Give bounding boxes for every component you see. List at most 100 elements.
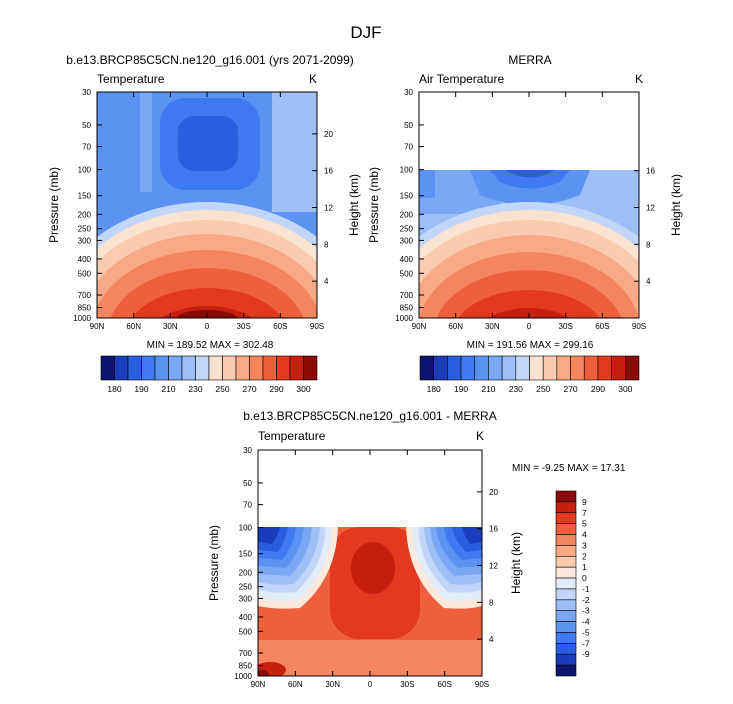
colorbar-label: 180 (107, 384, 121, 394)
colorbar-label: 250 (215, 384, 229, 394)
y-tick-label: 1000 (234, 672, 252, 681)
y-tick-label: 30 (82, 88, 91, 97)
y2-tick-label: 4 (324, 277, 329, 286)
y-tick-label: 150 (78, 192, 92, 201)
colorbar-label: 290 (269, 384, 283, 394)
x-tick-label: 90S (310, 322, 324, 331)
y-tick-label: 250 (78, 225, 92, 234)
x-tick-label: 60S (438, 680, 452, 689)
colorbar-box (235, 355, 250, 381)
x-tick-label: 0 (527, 322, 532, 331)
y-axis-label: Pressure (mb) (207, 525, 221, 601)
colorbar-label: -7 (582, 638, 590, 648)
y-tick-label: 100 (78, 166, 92, 175)
panel-title: MERRA (508, 53, 551, 67)
x-tick-label: 90N (251, 680, 266, 689)
x-tick-label: 30S (237, 322, 251, 331)
panel-difference: b.e13.BRCP85C5CN.ne120_g16.001 - MERRA T… (207, 409, 626, 689)
contour-field (258, 450, 482, 676)
panel-title: b.e13.BRCP85C5CN.ne120_g16.001 - MERRA (243, 409, 496, 423)
y2-tick-label: 16 (489, 525, 498, 534)
colorbar-box (555, 577, 577, 590)
colorbar-box (154, 355, 169, 381)
colorbar-label: 250 (536, 384, 550, 394)
y-tick-label: 850 (239, 662, 253, 671)
colorbar-box (195, 355, 210, 381)
colorbar-label: 230 (188, 384, 202, 394)
y-tick-label: 70 (243, 501, 252, 510)
contour-field (97, 92, 317, 318)
colorbar-box (222, 355, 237, 381)
colorbar-label: -3 (582, 606, 590, 616)
colorbar-box (555, 545, 577, 557)
y-tick-label: 70 (82, 143, 91, 152)
colorbar-box (556, 355, 571, 381)
page-title: DJF (350, 23, 381, 42)
colorbar-box (208, 355, 223, 381)
y-tick-label: 400 (239, 613, 253, 622)
colorbar-box (488, 355, 503, 381)
x-tick-label: 60S (273, 322, 287, 331)
colorbar-label: 300 (618, 384, 632, 394)
colorbar-box (433, 355, 448, 381)
y-tick-label: 700 (239, 649, 253, 658)
panel-right-label: K (476, 429, 484, 443)
colorbar-label: 210 (161, 384, 175, 394)
colorbar-box (127, 355, 142, 381)
axes: 90N 60N 30N 0 30S 60S 90S 30 50 70 100 150 200 250 300… (395, 88, 655, 331)
colorbar-label: -4 (582, 617, 590, 627)
x-tick-label: 90S (475, 680, 489, 689)
y-tick-label: 500 (239, 627, 253, 636)
colorbar-box (276, 355, 291, 381)
y-tick-label: 150 (239, 550, 253, 559)
axes: 90N 60N 30N 0 30S 60S 90S 30 50 70 100 150 200 250 300… (234, 446, 498, 689)
colorbar-box (555, 664, 577, 677)
colorbar-label: 210 (481, 384, 495, 394)
colorbar-box (611, 355, 626, 381)
y2-tick-label: 16 (646, 167, 655, 176)
colorbar-box (555, 621, 577, 633)
colorbar-box (555, 501, 577, 514)
colorbar-box (529, 355, 544, 381)
colorbar-box (249, 355, 264, 381)
y-tick-label: 300 (239, 594, 253, 603)
colorbar-box (555, 555, 577, 568)
colorbar-box (168, 355, 183, 381)
y-tick-label: 700 (78, 291, 92, 300)
y-tick-label: 50 (82, 121, 91, 130)
y-tick-label: 300 (400, 236, 414, 245)
colorbar-label: 180 (427, 384, 441, 394)
y2-tick-label: 20 (489, 488, 498, 497)
colorbar-label: 7 (582, 508, 587, 518)
y-tick-label: 500 (400, 269, 414, 278)
colorbar-box (181, 355, 196, 381)
colorbar-label: 3 (582, 540, 587, 550)
colorbar-label: -2 (582, 595, 590, 605)
colorbar-box (555, 653, 577, 666)
colorbar-label: 1 (582, 562, 587, 572)
x-tick-label: 90S (632, 322, 646, 331)
colorbar-label: 190 (134, 384, 148, 394)
colorbar-label: -5 (582, 627, 590, 637)
colorbar-label: 270 (242, 384, 256, 394)
x-tick-label: 60N (288, 680, 303, 689)
y-tick-label: 300 (78, 236, 92, 245)
stats-label: MIN = 189.52 MAX = 302.48 (147, 340, 274, 351)
colorbar-label: 270 (563, 384, 577, 394)
colorbar-box (583, 355, 599, 381)
colorbar-label: 5 (582, 519, 587, 529)
colorbar-box (555, 610, 577, 622)
panel-merra: MERRA Air Temperature K 90N 60N 30N 0 30S 60S… (367, 53, 683, 394)
colorbar-label: 300 (296, 384, 310, 394)
colorbar-label: 190 (454, 384, 468, 394)
colorbar-box (114, 355, 129, 381)
y-tick-label: 100 (400, 166, 414, 175)
colorbar: 180 190 210 230 250 270 290 300 (419, 355, 640, 394)
y-tick-label: 250 (239, 583, 253, 592)
contour-field (419, 92, 639, 318)
colorbar-label: 9 (582, 497, 587, 507)
axes: 90N 60N 30N 0 30S 60S 90S 30 50 70 100 150 200 250 300… (73, 88, 333, 331)
panel-model: b.e13.BRCP85C5CN.ne120_g16.001 (yrs 2071… (47, 53, 361, 394)
